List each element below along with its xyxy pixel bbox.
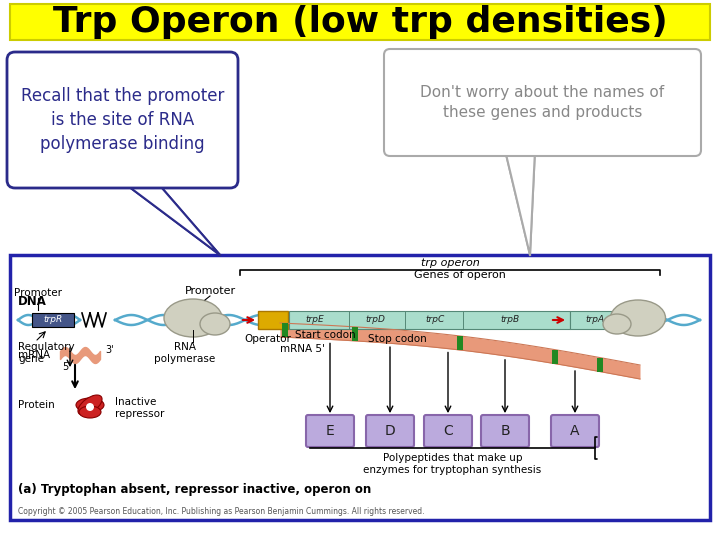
Text: trpB: trpB <box>500 315 520 325</box>
Text: Don't worry about the names of
these genes and products: Don't worry about the names of these gen… <box>420 85 665 120</box>
FancyBboxPatch shape <box>289 311 570 329</box>
Text: 3': 3' <box>105 345 114 355</box>
Text: (a) Tryptophan absent, repressor inactive, operon on: (a) Tryptophan absent, repressor inactiv… <box>18 483 372 496</box>
Text: Polypeptides that make up
enzymes for tryptophan synthesis: Polypeptides that make up enzymes for tr… <box>364 453 541 475</box>
Text: trpD: trpD <box>365 315 385 325</box>
Text: mRNA: mRNA <box>18 350 50 360</box>
Text: RNA
polymerase: RNA polymerase <box>154 342 215 363</box>
Text: Start codon: Start codon <box>295 330 356 340</box>
FancyBboxPatch shape <box>7 52 238 188</box>
Ellipse shape <box>200 313 230 335</box>
Text: Inactive
repressor: Inactive repressor <box>115 397 164 419</box>
Ellipse shape <box>611 300 665 336</box>
Text: Regulatory
gene: Regulatory gene <box>18 342 75 363</box>
FancyBboxPatch shape <box>306 415 354 447</box>
Text: D: D <box>384 424 395 438</box>
Text: trpR: trpR <box>43 315 63 325</box>
Text: E: E <box>325 424 334 438</box>
Text: C: C <box>443 424 453 438</box>
FancyBboxPatch shape <box>597 357 603 372</box>
FancyBboxPatch shape <box>481 415 529 447</box>
Ellipse shape <box>78 395 102 415</box>
Text: trp operon: trp operon <box>420 258 480 268</box>
Ellipse shape <box>164 299 222 337</box>
FancyBboxPatch shape <box>457 336 463 350</box>
Polygon shape <box>120 180 220 255</box>
FancyBboxPatch shape <box>352 327 358 341</box>
Text: Promoter: Promoter <box>14 288 62 298</box>
FancyBboxPatch shape <box>366 415 414 447</box>
Text: Recall that the promoter
is the site of RNA
polymerase binding: Recall that the promoter is the site of … <box>21 87 224 153</box>
FancyBboxPatch shape <box>32 313 74 327</box>
Text: trpC: trpC <box>426 315 445 325</box>
Text: Stop codon: Stop codon <box>368 334 427 344</box>
FancyBboxPatch shape <box>424 415 472 447</box>
FancyBboxPatch shape <box>258 311 288 329</box>
FancyBboxPatch shape <box>552 350 558 364</box>
FancyBboxPatch shape <box>384 49 701 156</box>
Text: A: A <box>570 424 580 438</box>
Ellipse shape <box>86 403 94 411</box>
Text: 5': 5' <box>62 362 71 372</box>
Text: Copyright © 2005 Pearson Education, Inc. Publishing as Pearson Benjamin Cummings: Copyright © 2005 Pearson Education, Inc.… <box>18 507 425 516</box>
Text: B: B <box>500 424 510 438</box>
Text: mRNA 5': mRNA 5' <box>280 344 325 354</box>
FancyBboxPatch shape <box>10 4 710 40</box>
Text: trpE: trpE <box>305 315 325 325</box>
Ellipse shape <box>79 406 101 418</box>
Text: Protein: Protein <box>18 400 55 410</box>
Text: Promoter: Promoter <box>184 286 235 296</box>
Polygon shape <box>505 150 535 255</box>
Text: Operator: Operator <box>245 334 292 344</box>
Text: Trp Operon (low trp densities): Trp Operon (low trp densities) <box>53 5 667 39</box>
Ellipse shape <box>76 398 104 412</box>
FancyBboxPatch shape <box>551 415 599 447</box>
Text: trpA: trpA <box>585 315 605 325</box>
FancyBboxPatch shape <box>570 311 620 329</box>
Text: DNA: DNA <box>18 295 47 308</box>
Text: Genes of operon: Genes of operon <box>414 270 506 280</box>
FancyBboxPatch shape <box>10 255 710 520</box>
FancyBboxPatch shape <box>282 323 288 337</box>
Ellipse shape <box>603 314 631 334</box>
